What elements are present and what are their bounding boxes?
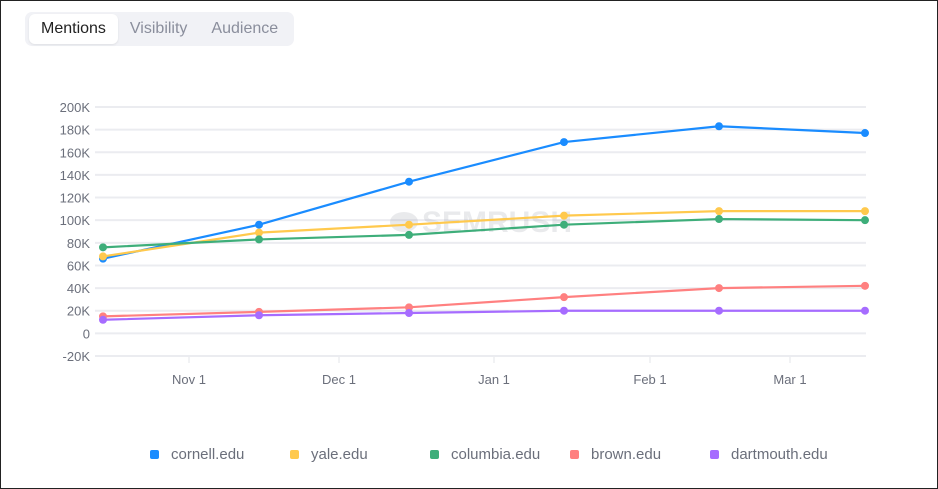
data-point[interactable] xyxy=(715,215,723,224)
legend-item-brown[interactable]: brown.edu xyxy=(570,446,661,463)
data-point[interactable] xyxy=(560,293,568,302)
series-line-dartmouth xyxy=(102,309,865,321)
series-line-yale xyxy=(102,210,865,258)
x-tick-label: Feb 1 xyxy=(633,372,666,387)
data-point[interactable] xyxy=(715,207,723,216)
data-point[interactable] xyxy=(715,122,723,131)
y-tick-label: 20K xyxy=(67,304,90,319)
series-line-brown xyxy=(102,284,866,318)
legend-swatch-icon xyxy=(570,450,579,459)
y-tick-label: 100K xyxy=(60,213,91,228)
data-point[interactable] xyxy=(715,306,723,315)
data-point[interactable] xyxy=(861,216,869,225)
y-tick-label: 60K xyxy=(67,258,90,273)
legend-swatch-icon xyxy=(710,450,719,459)
legend-label: dartmouth.edu xyxy=(731,446,828,463)
data-point[interactable] xyxy=(99,243,107,252)
data-point[interactable] xyxy=(99,252,107,261)
data-point[interactable] xyxy=(560,211,568,220)
data-point[interactable] xyxy=(405,177,413,186)
data-point[interactable] xyxy=(405,308,413,317)
tab-mentions[interactable]: Mentions xyxy=(29,14,118,44)
y-tick-label: 0 xyxy=(83,326,90,341)
x-tick-label: Nov 1 xyxy=(172,372,206,387)
legend: cornell.edu yale.edu columbia.edu brown.edu… xyxy=(0,446,938,466)
y-tick-label: 140K xyxy=(60,168,91,183)
y-tick-label: 160K xyxy=(60,145,91,160)
x-tick-label: Dec 1 xyxy=(322,372,356,387)
data-point[interactable] xyxy=(861,207,869,216)
y-tick-label: 40K xyxy=(67,281,90,296)
y-tick-label: 120K xyxy=(60,191,91,206)
data-point[interactable] xyxy=(861,281,869,290)
data-point[interactable] xyxy=(560,220,568,229)
data-point[interactable] xyxy=(405,220,413,229)
data-point[interactable] xyxy=(560,306,568,315)
legend-item-yale[interactable]: yale.edu xyxy=(290,446,368,463)
data-point[interactable] xyxy=(99,315,107,324)
legend-swatch-icon xyxy=(150,450,159,459)
data-point[interactable] xyxy=(715,284,723,293)
series-line-columbia xyxy=(102,217,866,249)
legend-item-columbia[interactable]: columbia.edu xyxy=(430,446,540,463)
legend-swatch-icon xyxy=(290,450,299,459)
data-point[interactable] xyxy=(861,129,869,138)
legend-item-cornell[interactable]: cornell.edu xyxy=(150,446,244,463)
legend-label: yale.edu xyxy=(311,446,368,463)
data-point[interactable] xyxy=(255,311,263,320)
legend-label: cornell.edu xyxy=(171,446,245,463)
data-point[interactable] xyxy=(255,235,263,244)
data-point[interactable] xyxy=(405,303,413,312)
data-point[interactable] xyxy=(255,220,263,229)
y-tick-label: -20K xyxy=(63,349,91,364)
legend-item-dartmouth[interactable]: dartmouth.edu xyxy=(710,446,828,463)
legend-swatch-icon xyxy=(430,450,439,459)
legend-label: brown.edu xyxy=(591,446,662,463)
data-point[interactable] xyxy=(405,230,413,239)
data-point[interactable] xyxy=(861,306,869,315)
tab-audience[interactable]: Audience xyxy=(211,20,279,37)
data-point[interactable] xyxy=(255,228,263,237)
metric-tabs: Mentions Visibility Audience xyxy=(25,12,295,46)
series-line-cornell xyxy=(102,125,866,260)
y-tick-label: 200K xyxy=(60,100,91,115)
y-tick-label: 180K xyxy=(60,123,91,138)
y-tick-label: 80K xyxy=(67,236,90,251)
legend-label: columbia.edu xyxy=(451,446,541,463)
data-point[interactable] xyxy=(560,138,568,147)
x-tick-label: Mar 1 xyxy=(773,372,806,387)
tab-visibility[interactable]: Visibility xyxy=(129,20,188,37)
x-tick-label: Jan 1 xyxy=(478,372,510,387)
